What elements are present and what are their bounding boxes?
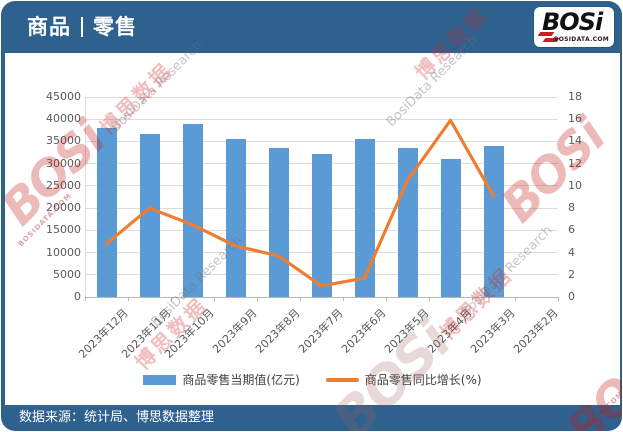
x-axis-tick — [472, 297, 473, 301]
legend-line-swatch — [325, 377, 359, 382]
x-axis-tick — [128, 297, 129, 301]
y-axis-label-right: 0 — [568, 290, 575, 303]
line-series — [104, 118, 496, 288]
x-axis-label: 2023年5月 — [381, 306, 432, 356]
data-source-text: 数据来源：统计局、博思数据整理 — [19, 410, 215, 425]
legend-bar-swatch — [143, 374, 177, 385]
legend-item-bar: 商品零售当期值(亿元) — [143, 371, 300, 388]
y-axis-label-left: 15000 — [46, 223, 81, 237]
y-axis-line — [85, 97, 86, 297]
y-axis-label-right: 4 — [568, 245, 575, 259]
bar — [182, 124, 203, 297]
footer: 数据来源：统计局、博思数据整理 — [1, 405, 622, 431]
bar — [354, 139, 375, 297]
y-axis-label-right: 14 — [568, 134, 582, 148]
legend: 商品零售当期值(亿元) 商品零售同比增长(%) — [5, 371, 620, 388]
x-axis-tick — [515, 297, 516, 301]
legend-bar-label: 商品零售当期值(亿元) — [182, 373, 300, 387]
x-axis-tick — [429, 297, 430, 301]
y-axis-label-left: 20000 — [46, 201, 81, 215]
x-axis-tick — [386, 297, 387, 301]
legend-item-line: 商品零售同比增长(%) — [325, 371, 482, 388]
x-axis-label: 2023年4月 — [424, 306, 475, 356]
x-axis-label: 2023年7月 — [295, 306, 346, 356]
x-axis-label: 2023年3月 — [467, 306, 518, 356]
y-axis-label-left: 5000 — [53, 267, 81, 281]
x-axis-tick — [171, 297, 172, 301]
bar — [440, 159, 461, 297]
y-axis-label-right: 2 — [568, 267, 575, 281]
y-axis-label-left: 45000 — [46, 90, 81, 103]
title-divider — [81, 17, 83, 37]
logo-site-text: BOSIDATA.COM — [553, 36, 609, 43]
x-axis-line — [85, 296, 558, 298]
chart-canvas: 商品零售当期值(亿元) 商品零售同比增长(%) 0 5000 10000 15000 2… — [5, 53, 620, 405]
bar — [311, 154, 332, 297]
grid-line — [85, 96, 558, 98]
y-axis-label-right: 8 — [568, 201, 575, 215]
header: 商品 零售 BOSi BOSIDATA.COM — [1, 1, 622, 53]
y-axis-label-right: 12 — [568, 156, 582, 170]
x-axis-tick — [343, 297, 344, 301]
x-axis-tick — [85, 297, 86, 301]
y-axis-label-left: 35000 — [46, 134, 81, 148]
y-axis-label-left: 30000 — [46, 156, 81, 170]
title-left: 商品 — [27, 15, 71, 39]
bosi-logo: BOSi BOSIDATA.COM — [534, 7, 614, 47]
x-axis-tick — [257, 297, 258, 301]
y-axis-label-left: 0 — [74, 290, 81, 303]
logo-wordmark: BOSi — [542, 8, 603, 36]
title-right: 零售 — [93, 15, 137, 39]
y-axis-label-right: 18 — [568, 90, 582, 103]
x-axis-label: 2023年9月 — [209, 306, 260, 356]
legend-line-label: 商品零售同比增长(%) — [364, 373, 482, 387]
y-axis-label-left: 25000 — [46, 178, 81, 192]
y-axis-label-right: 6 — [568, 223, 575, 237]
bar — [139, 133, 160, 297]
y-axis-label-left: 40000 — [46, 112, 81, 126]
bar — [96, 127, 117, 297]
x-axis-tick — [214, 297, 215, 301]
y-axis-label-right: 16 — [568, 112, 582, 126]
x-axis-label: 2023年8月 — [252, 306, 303, 356]
bar — [225, 139, 246, 297]
y-axis-label-right: 10 — [568, 178, 582, 192]
x-axis-tick — [558, 297, 559, 301]
grid-line — [85, 140, 558, 142]
page-title: 商品 零售 — [27, 1, 137, 53]
bar — [483, 145, 504, 297]
x-axis-tick — [300, 297, 301, 301]
x-axis-label: 2023年6月 — [338, 306, 389, 356]
y-axis-label-left: 10000 — [46, 245, 81, 259]
grid-line — [85, 118, 558, 120]
x-axis-label: 2023年2月 — [510, 306, 561, 356]
bar — [397, 148, 418, 297]
